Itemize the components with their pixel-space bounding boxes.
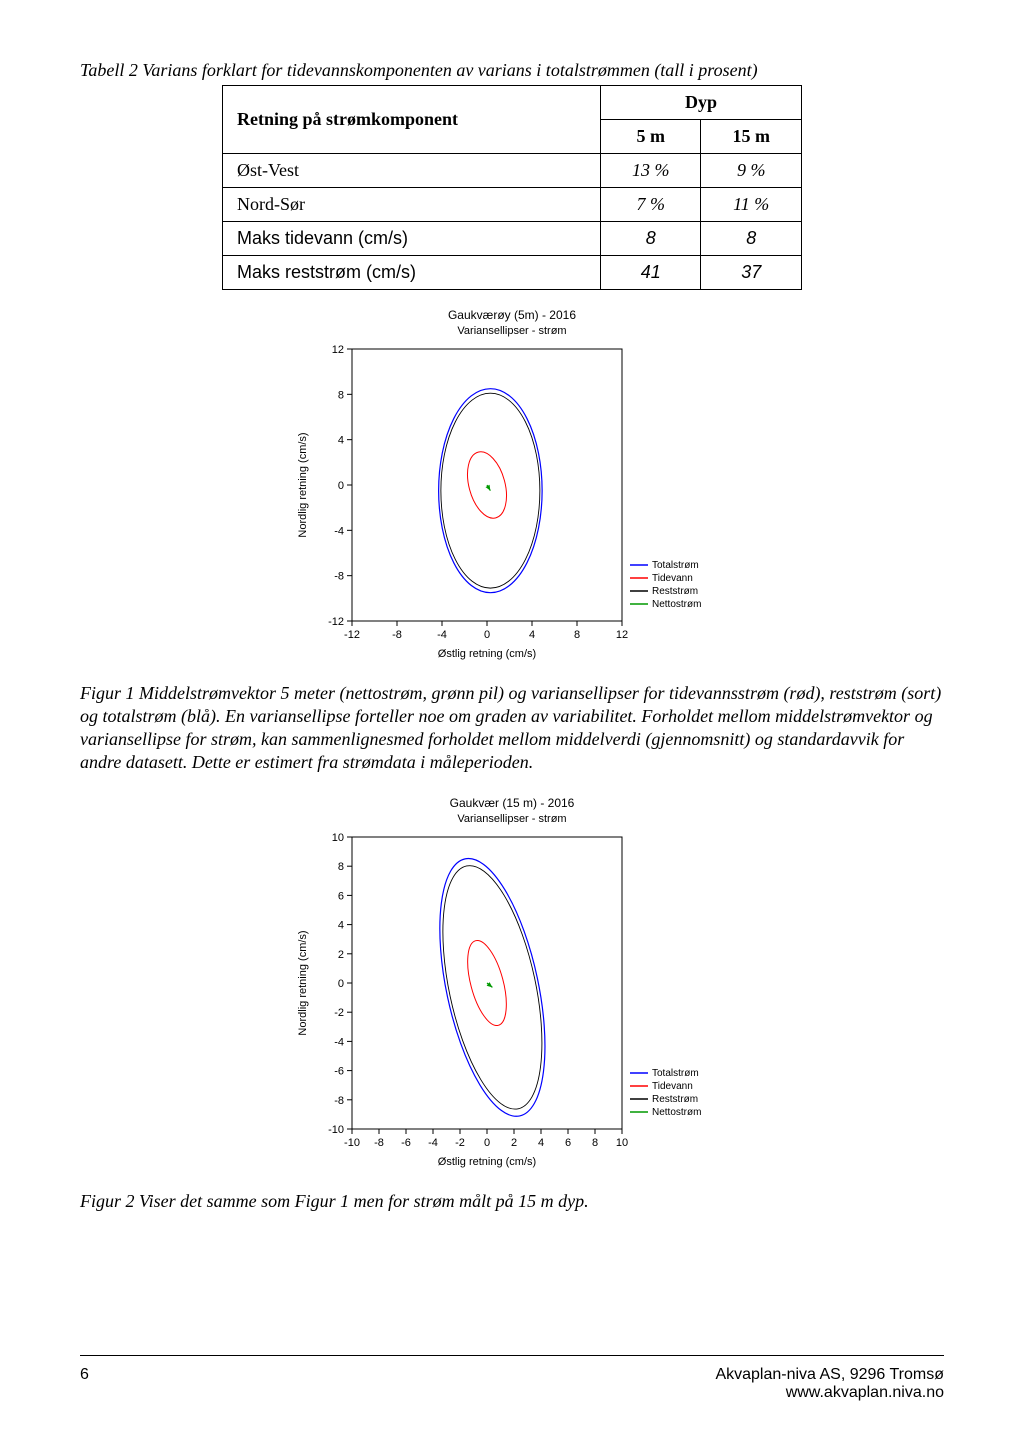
svg-text:-8: -8	[374, 1137, 384, 1149]
svg-text:-10: -10	[328, 1124, 344, 1136]
chart1-title: Gaukværøy (5m) - 2016	[80, 308, 944, 322]
svg-text:Nettostrøm: Nettostrøm	[652, 599, 701, 610]
svg-text:Nordlig retning (cm/s): Nordlig retning (cm/s)	[297, 432, 309, 537]
table-header-dyp: Dyp	[600, 86, 801, 120]
svg-text:2: 2	[511, 1137, 517, 1149]
table-row-v2: 37	[701, 256, 802, 290]
table-row-v2: 8	[701, 222, 802, 256]
svg-text:Østlig retning (cm/s): Østlig retning (cm/s)	[438, 648, 536, 660]
svg-text:4: 4	[338, 435, 344, 447]
svg-text:Reststrøm: Reststrøm	[652, 586, 698, 597]
chart1-svg: -12 -8 -4 0 4 8 12 -12 -8 -4 0 4 8 12 Østlig retning (…	[292, 343, 732, 663]
table-row-v1: 41	[600, 256, 701, 290]
chart2-subtitle: Variansellipser - strøm	[80, 813, 944, 825]
svg-text:8: 8	[338, 861, 344, 873]
svg-text:-2: -2	[334, 1007, 344, 1019]
table-row-label: Øst-Vest	[223, 154, 601, 188]
footer-org: Akvaplan-niva AS, 9296 Tromsø	[715, 1366, 944, 1384]
svg-text:6: 6	[338, 891, 344, 903]
svg-text:6: 6	[565, 1137, 571, 1149]
svg-text:8: 8	[592, 1137, 598, 1149]
svg-text:Totalstrøm: Totalstrøm	[652, 1068, 699, 1079]
table-header-15m: 15 m	[701, 120, 802, 154]
svg-text:10: 10	[332, 832, 344, 844]
table-row-v1: 7 %	[600, 188, 701, 222]
svg-text:-8: -8	[334, 571, 344, 583]
svg-text:-8: -8	[392, 629, 402, 641]
chart2-block: Gaukvær (15 m) - 2016 Variansellipser - …	[80, 796, 944, 1176]
table-row-v2: 11 %	[701, 188, 802, 222]
svg-text:-4: -4	[437, 629, 447, 641]
svg-text:4: 4	[538, 1137, 544, 1149]
svg-text:-6: -6	[334, 1066, 344, 1078]
svg-text:-8: -8	[334, 1095, 344, 1107]
page-footer: 6 Akvaplan-niva AS, 9296 Tromsø www.akva…	[80, 1355, 944, 1402]
fig1-caption: Figur 1 Middelstrømvektor 5 meter (netto…	[80, 682, 944, 774]
table-row-label: Maks reststrøm (cm/s)	[223, 256, 601, 290]
svg-text:Totalstrøm: Totalstrøm	[652, 560, 699, 571]
svg-text:Tidevann: Tidevann	[652, 1081, 693, 1092]
table-row-label: Maks tidevann (cm/s)	[223, 222, 601, 256]
svg-text:10: 10	[616, 1137, 628, 1149]
svg-text:Tidevann: Tidevann	[652, 573, 693, 584]
svg-text:-4: -4	[428, 1137, 438, 1149]
table-row-v1: 13 %	[600, 154, 701, 188]
svg-text:0: 0	[484, 1137, 490, 1149]
footer-url: www.akvaplan.niva.no	[715, 1384, 944, 1402]
svg-text:-4: -4	[334, 525, 344, 537]
chart2-svg: -10 -8 -6 -4 -2 0 2 4 6 8 10 -10 -8 -6 -4 -2 0 2 4 6 8 10 Østl…	[292, 831, 732, 1171]
svg-text:Østlig retning (cm/s): Østlig retning (cm/s)	[438, 1156, 536, 1168]
svg-text:12: 12	[332, 344, 344, 356]
svg-text:Nettostrøm: Nettostrøm	[652, 1107, 701, 1118]
fig2-caption: Figur 2 Viser det samme som Figur 1 men …	[80, 1190, 944, 1213]
svg-text:2: 2	[338, 949, 344, 961]
svg-text:4: 4	[338, 920, 344, 932]
svg-text:-6: -6	[401, 1137, 411, 1149]
chart1-block: Gaukværøy (5m) - 2016 Variansellipser - …	[80, 308, 944, 668]
svg-text:8: 8	[574, 629, 580, 641]
svg-text:-12: -12	[328, 616, 344, 628]
table-caption: Tabell 2 Varians forklart for tidevannsk…	[80, 60, 944, 81]
svg-text:Nordlig retning (cm/s): Nordlig retning (cm/s)	[297, 931, 309, 1036]
table-row-v2: 9 %	[701, 154, 802, 188]
svg-text:0: 0	[338, 480, 344, 492]
svg-text:0: 0	[484, 629, 490, 641]
svg-text:0: 0	[338, 978, 344, 990]
svg-text:4: 4	[529, 629, 535, 641]
svg-text:12: 12	[616, 629, 628, 641]
chart2-title: Gaukvær (15 m) - 2016	[80, 796, 944, 810]
variance-table: Retning på strømkomponent Dyp 5 m 15 m Ø…	[222, 85, 802, 290]
table-row-v1: 8	[600, 222, 701, 256]
svg-text:-12: -12	[344, 629, 360, 641]
svg-text:8: 8	[338, 389, 344, 401]
table-header-5m: 5 m	[600, 120, 701, 154]
chart1-subtitle: Variansellipser - strøm	[80, 325, 944, 337]
table-header-left: Retning på strømkomponent	[237, 109, 458, 129]
page-number: 6	[80, 1366, 89, 1402]
svg-text:-10: -10	[344, 1137, 360, 1149]
svg-text:Reststrøm: Reststrøm	[652, 1094, 698, 1105]
svg-text:-4: -4	[334, 1037, 344, 1049]
svg-text:-2: -2	[455, 1137, 465, 1149]
table-row-label: Nord-Sør	[223, 188, 601, 222]
